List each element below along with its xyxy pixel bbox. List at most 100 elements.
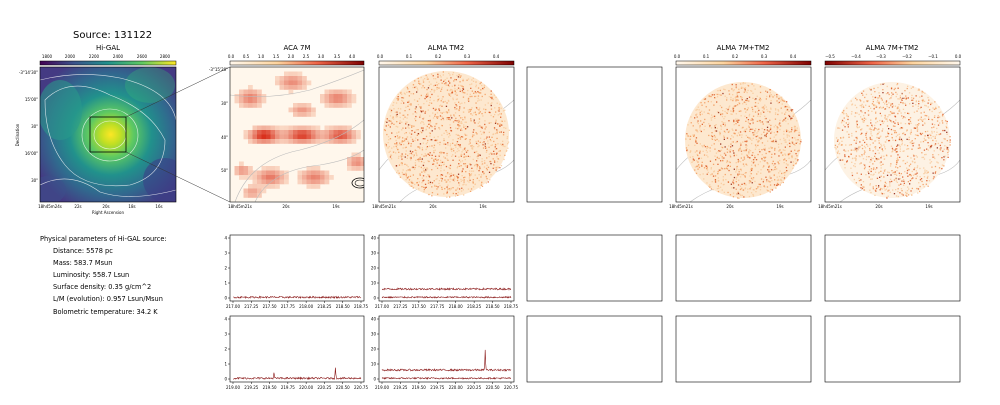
- map-pixel: [408, 91, 410, 93]
- map-pixel: [744, 82, 746, 84]
- map-pixel: [790, 150, 792, 152]
- map-pixel: [248, 170, 253, 176]
- map-pixel: [455, 193, 457, 195]
- map-pixel: [779, 125, 782, 127]
- map-pixel: [416, 87, 418, 89]
- map-pixel: [944, 155, 946, 157]
- map-pixel: [881, 99, 883, 101]
- map-pixel: [439, 151, 441, 154]
- map-pixel: [732, 150, 734, 152]
- map-pixel: [433, 158, 435, 161]
- map-pixel: [239, 161, 244, 167]
- map-pixel: [740, 173, 742, 176]
- map-pixel: [895, 135, 897, 138]
- map-pixel: [460, 190, 463, 192]
- map-pixel: [930, 137, 932, 139]
- map-pixel: [459, 103, 461, 105]
- map-pixel: [753, 85, 755, 87]
- map-pixel: [453, 90, 456, 92]
- map-pixel: [417, 184, 420, 186]
- map-pixel: [752, 128, 754, 130]
- map-pixel: [838, 143, 840, 146]
- map-pixel: [791, 155, 793, 157]
- map-pixel: [797, 159, 799, 161]
- map-pixel: [910, 157, 912, 159]
- map-pixel: [387, 124, 390, 126]
- map-aca7m: ACA 7M 0.0 0.5 1.0 1.5 2.0 2.5 3.0 3.5 4…: [209, 44, 365, 209]
- map-pixel: [407, 88, 409, 90]
- map-pixel: [452, 73, 454, 76]
- map-pixel: [704, 125, 706, 127]
- map-pixel: [466, 127, 468, 129]
- map-pixel: [422, 130, 424, 132]
- map-pixel: [916, 134, 918, 136]
- map-pixel: [895, 195, 898, 197]
- map-pixel: [744, 108, 746, 110]
- map-pixel: [315, 175, 321, 180]
- map-pixel: [438, 83, 440, 85]
- map-pixel: [854, 148, 856, 150]
- map-pixel: [862, 90, 865, 92]
- map-pixel: [898, 138, 901, 140]
- map-pixel: [397, 99, 399, 101]
- map-pixel: [931, 132, 933, 134]
- map-pixel: [764, 115, 766, 117]
- map-pixel: [896, 161, 898, 163]
- map-pixel: [477, 157, 479, 160]
- map-pixel: [421, 182, 423, 184]
- map-pixel: [324, 134, 330, 140]
- map-pixel: [478, 179, 480, 182]
- map-pixel: [781, 172, 783, 175]
- map-pixel: [714, 155, 716, 157]
- map-pixel: [871, 103, 874, 105]
- map-pixel: [873, 129, 875, 131]
- map-pixel: [438, 98, 440, 100]
- map-pixel: [482, 131, 484, 134]
- map-pixel: [464, 118, 466, 120]
- map-pixel: [449, 127, 452, 129]
- map-pixel: [858, 147, 860, 149]
- map-pixel: [867, 125, 870, 127]
- map-pixel: [782, 154, 784, 156]
- map-pixel: [445, 82, 447, 84]
- map-pixel: [476, 163, 478, 165]
- map-pixel: [934, 143, 937, 145]
- map-pixel: [793, 143, 795, 145]
- map-pixel: [943, 165, 945, 167]
- map-pixel: [713, 134, 716, 137]
- map-pixel: [872, 163, 874, 165]
- map-pixel: [944, 145, 946, 147]
- map-pixel: [872, 174, 874, 176]
- map-pixel: [403, 92, 406, 94]
- map-pixel: [744, 130, 747, 133]
- map-pixel: [928, 116, 930, 118]
- map-pixel: [724, 131, 726, 133]
- map-pixel: [891, 111, 893, 113]
- map-pixel: [463, 163, 466, 165]
- map-pixel: [252, 188, 258, 194]
- map-pixel: [870, 128, 872, 131]
- map-pixel: [342, 139, 348, 144]
- map-pixel: [903, 180, 905, 182]
- map-pixel: [243, 175, 249, 180]
- map-pixel: [491, 102, 493, 104]
- map-pixel: [910, 142, 913, 145]
- map-pixel: [722, 184, 724, 186]
- map-pixel: [938, 106, 940, 108]
- map-pixel: [743, 101, 745, 104]
- map-pixel: [439, 141, 441, 144]
- map-pixel: [923, 176, 926, 178]
- map-pixel: [901, 190, 903, 192]
- map-pixel: [441, 116, 443, 118]
- map-pixel: [436, 116, 438, 118]
- map-pixel: [459, 125, 461, 127]
- map-pixel: [911, 178, 913, 180]
- map-pixel: [391, 117, 394, 119]
- y-tick-label: 0: [373, 295, 376, 300]
- ra-ticks: 18h45m24s 22s 20s 18s 16s: [38, 204, 162, 209]
- map-pixel: [942, 150, 944, 152]
- map-pixel: [735, 162, 737, 164]
- map-pixel: [855, 158, 857, 160]
- map-pixel: [422, 138, 424, 140]
